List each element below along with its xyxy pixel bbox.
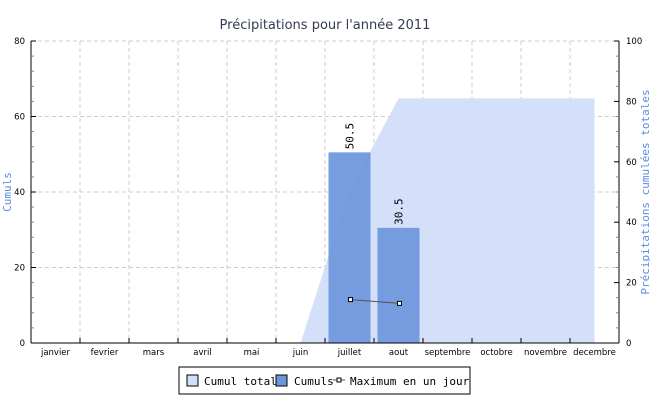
x-tick-label: fevrier (91, 348, 119, 358)
y2-tick-label: 100 (626, 37, 642, 47)
bar-juillet (328, 152, 371, 343)
x-tick-label: janvier (40, 348, 71, 358)
x-tick-label: mai (244, 348, 260, 358)
y-tick-label: 0 (20, 339, 25, 349)
y-tick-label: 20 (14, 264, 25, 274)
bar-aout (377, 227, 420, 343)
y2-tick-label: 60 (626, 158, 637, 168)
legend-swatch-cumuls (275, 374, 288, 387)
y-tick-label: 40 (14, 188, 25, 198)
legend: Cumul total Cumuls Maximum en un jour (178, 366, 471, 395)
y2-tick-label: 40 (626, 218, 637, 228)
x-tick-label: mars (143, 348, 165, 358)
y-tick-label: 60 (14, 113, 25, 123)
y-tick-label: 80 (14, 37, 25, 47)
legend-swatch-maximum (333, 377, 345, 383)
legend-swatch-cumul-total (186, 374, 199, 387)
point-maximum (397, 300, 402, 306)
legend-label-cumuls: Cumuls (294, 375, 334, 388)
legend-label-maximum: Maximum en un jour (350, 375, 470, 388)
data-label-aout: 30.5 (393, 198, 406, 225)
x-tick-label: aout (389, 348, 409, 358)
x-tick-label: decembre (573, 348, 616, 358)
legend-label-cumul-total: Cumul total (204, 375, 277, 388)
data-label-juillet: 50.5 (344, 123, 357, 150)
chart-title: Précipitations pour l'année 2011 (220, 18, 431, 33)
y2-axis-label: Précipitations cumulées totales (639, 89, 650, 294)
x-tick-label: avril (193, 348, 211, 358)
x-tick-label: octobre (480, 348, 512, 358)
y-axis-label: Cumuls (1, 172, 14, 212)
x-tick-label: juillet (337, 348, 362, 358)
area-cumul-total (300, 98, 595, 343)
line-maximum (350, 299, 400, 304)
y2-tick-label: 80 (626, 97, 637, 107)
x-tick-label: septembre (425, 348, 471, 358)
y2-tick-label: 20 (626, 279, 637, 289)
x-tick-label: juin (292, 348, 309, 358)
x-tick-label: novembre (524, 348, 567, 358)
y2-tick-label: 0 (626, 339, 631, 349)
point-maximum (348, 297, 353, 303)
